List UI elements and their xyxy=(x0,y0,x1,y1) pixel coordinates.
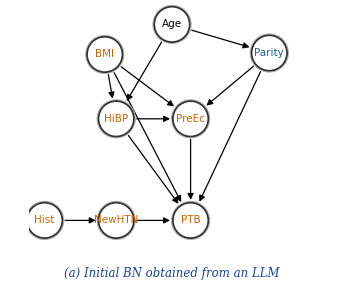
Text: NewHTN: NewHTN xyxy=(94,215,138,225)
Circle shape xyxy=(97,201,136,239)
Circle shape xyxy=(171,201,210,239)
Text: Age: Age xyxy=(162,19,182,29)
Circle shape xyxy=(154,7,190,42)
Circle shape xyxy=(98,203,134,238)
Text: HiBP: HiBP xyxy=(104,114,128,124)
Text: Parity: Parity xyxy=(255,48,284,58)
Text: PTB: PTB xyxy=(181,215,201,225)
Circle shape xyxy=(153,5,191,44)
Circle shape xyxy=(27,203,62,238)
Circle shape xyxy=(171,100,210,138)
Circle shape xyxy=(97,100,136,138)
Circle shape xyxy=(87,37,122,72)
Circle shape xyxy=(250,34,289,72)
Circle shape xyxy=(173,101,208,137)
Text: BMI: BMI xyxy=(95,49,114,60)
Circle shape xyxy=(86,35,124,74)
Circle shape xyxy=(173,203,208,238)
Circle shape xyxy=(98,101,134,137)
Text: Hist: Hist xyxy=(34,215,55,225)
Circle shape xyxy=(25,201,64,239)
Text: PreEc: PreEc xyxy=(176,114,205,124)
Circle shape xyxy=(251,35,287,71)
Text: (a) Initial BN obtained from an LLM: (a) Initial BN obtained from an LLM xyxy=(64,267,280,281)
